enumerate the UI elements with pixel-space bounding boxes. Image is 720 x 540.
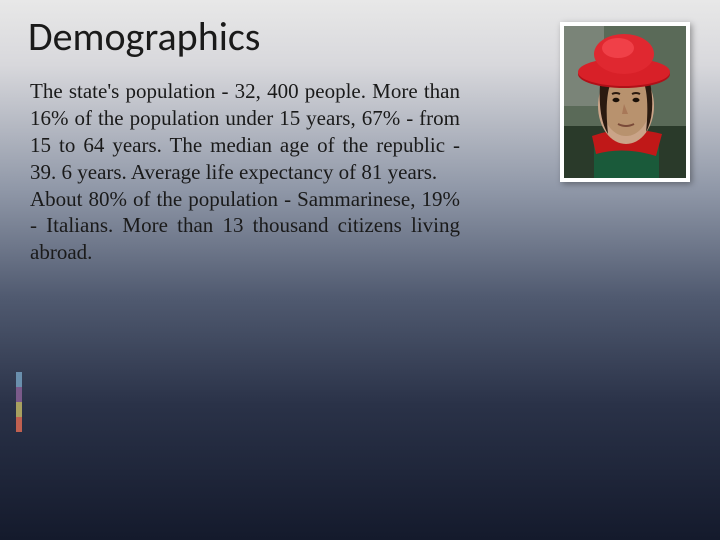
slide-title: Demographics [28, 12, 260, 61]
slide-body-text: The state's population - 32, 400 people.… [30, 78, 460, 266]
accent-bar-purple [16, 387, 22, 402]
person-in-red-hat-photo [560, 22, 690, 182]
accent-bar-blue [16, 372, 22, 387]
accent-bar-red [16, 417, 22, 432]
accent-bar-olive [16, 402, 22, 417]
accent-color-bars [16, 372, 22, 432]
slide-container: Demographics The state's population - 32… [0, 0, 720, 540]
